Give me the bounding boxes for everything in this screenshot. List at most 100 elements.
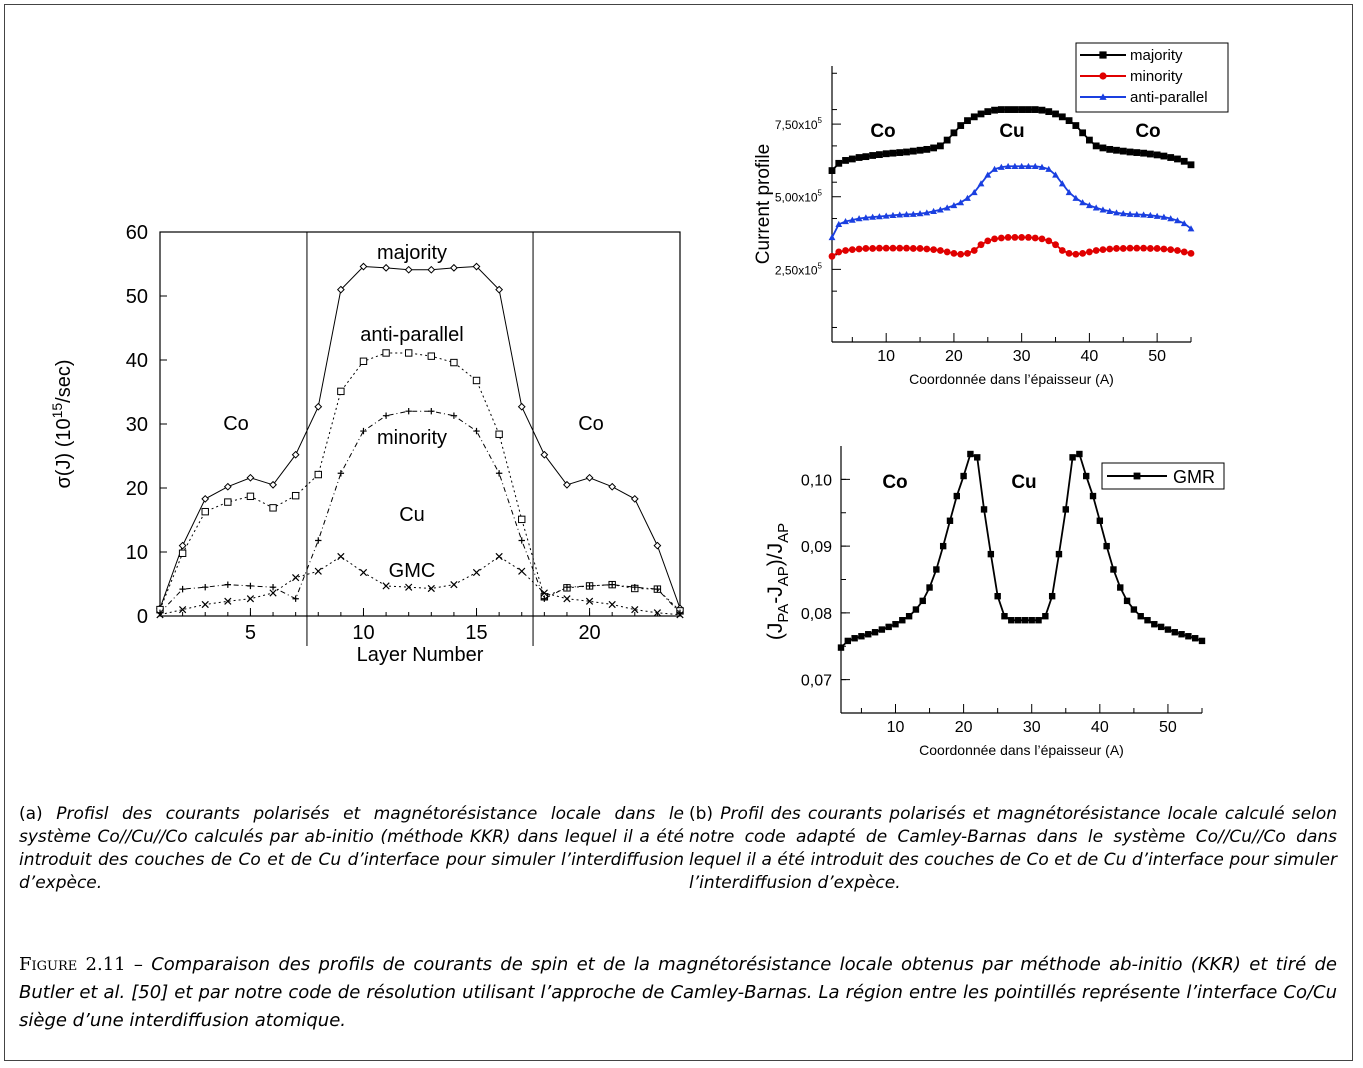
data-point-minority	[903, 244, 910, 252]
data-point-anti-parallel	[828, 234, 836, 241]
y-tick-label: 5,00x105	[775, 189, 823, 205]
data-point-majority	[1126, 148, 1134, 156]
data-point-majority	[1187, 161, 1195, 169]
data-point-majority	[964, 117, 971, 125]
data-point-anti-parallel	[1052, 171, 1059, 178]
y-tick-label: 0,08	[801, 606, 832, 623]
data-point-majority	[653, 541, 662, 550]
x-tick-label: 10	[887, 719, 905, 736]
region-label: Co	[1135, 121, 1160, 142]
data-point-minority	[1058, 247, 1066, 254]
data-point-minority	[1085, 248, 1093, 256]
data-point-majority	[1011, 106, 1019, 113]
data-point-majority	[1052, 110, 1059, 118]
data-point-majority	[1140, 149, 1147, 157]
data-point-anti-parallel	[472, 376, 481, 385]
subcaption-b: (b) Profil des courants polarisés et mag…	[689, 803, 1337, 895]
data-point-majority	[1174, 155, 1181, 163]
data-point-majority	[896, 149, 904, 156]
data-point-GMC	[450, 581, 458, 589]
data-point-GMR	[1069, 454, 1076, 461]
legend-label-GMR: GMR	[1173, 467, 1215, 487]
data-point-minority	[984, 237, 992, 245]
data-point-anti-parallel	[224, 498, 232, 506]
data-point-minority	[1045, 237, 1053, 245]
data-point-majority	[869, 152, 877, 159]
data-point-minority	[518, 537, 525, 544]
data-point-GMR	[878, 626, 886, 633]
y-tick-label: 60	[126, 222, 148, 244]
x-tick-label: 15	[465, 622, 487, 644]
data-point-anti-parallel	[1140, 211, 1147, 218]
data-point-majority	[201, 494, 210, 503]
data-point-anti-parallel	[1058, 180, 1066, 187]
data-point-GMR	[1055, 550, 1063, 558]
data-point-minority	[889, 244, 897, 252]
data-point-anti-parallel	[1065, 188, 1073, 196]
region-label: Co	[578, 413, 604, 435]
data-point-minority	[1011, 234, 1019, 241]
data-point-GMR	[1014, 617, 1022, 624]
data-point-minority	[991, 235, 998, 243]
y-tick-label: 30	[126, 414, 148, 436]
region-label: Co	[870, 121, 895, 142]
x-tick-label: 50	[1159, 719, 1177, 736]
data-point-GMR	[844, 637, 852, 645]
data-point-anti-parallel	[1004, 162, 1012, 169]
y-tick-label: 10	[126, 542, 148, 564]
data-point-majority	[835, 159, 843, 167]
data-point-majority	[1113, 146, 1120, 154]
data-point-GMC	[269, 589, 277, 597]
data-point-GMR	[1028, 617, 1035, 624]
data-point-GMC	[178, 605, 187, 614]
data-point-anti-parallel	[1092, 204, 1100, 211]
data-point-GMC	[427, 584, 435, 593]
data-point-anti-parallel	[950, 202, 958, 209]
data-point-anti-parallel	[1106, 207, 1114, 214]
data-point-majority	[862, 153, 870, 161]
data-point-GMR	[885, 623, 892, 631]
data-point-minority	[1146, 245, 1154, 252]
data-point-GMR	[1157, 623, 1165, 631]
data-point-anti-parallel	[427, 352, 436, 360]
legend-label-majority: majority	[1130, 47, 1183, 64]
data-point-majority	[943, 136, 951, 144]
figure-frame	[4, 4, 1353, 1061]
data-point-majority	[1045, 108, 1053, 116]
data-point-GMR	[1089, 492, 1097, 500]
data-point-GMR	[858, 633, 865, 640]
data-point-anti-parallel	[943, 204, 951, 211]
data-point-minority	[869, 245, 877, 252]
data-point-minority	[842, 247, 849, 254]
data-point-minority	[654, 585, 661, 593]
data-point-GMR	[1144, 617, 1151, 624]
legend-marker-minority	[1099, 72, 1107, 80]
data-point-minority	[835, 248, 843, 256]
data-point-anti-parallel	[1025, 162, 1032, 169]
region-label: Cu	[1011, 472, 1036, 493]
data-point-anti-parallel	[382, 349, 390, 357]
data-point-anti-parallel	[916, 210, 924, 217]
data-point-majority	[246, 473, 255, 482]
data-point-minority	[586, 582, 593, 590]
data-point-anti-parallel	[1126, 210, 1134, 217]
data-point-majority	[1133, 149, 1141, 156]
data-point-anti-parallel	[518, 515, 526, 524]
region-label: Co	[882, 472, 907, 493]
x-tick-label: 20	[945, 348, 963, 365]
legend-marker-anti-parallel	[1099, 93, 1107, 100]
region-label: Cu	[999, 121, 1024, 142]
data-point-GMC	[653, 609, 662, 617]
data-point-GMC	[540, 589, 548, 597]
data-point-minority	[916, 245, 924, 252]
data-point-majority	[909, 147, 917, 155]
data-point-GMC	[472, 568, 481, 577]
region-label: Co	[223, 413, 249, 435]
data-point-anti-parallel	[1180, 220, 1188, 227]
data-point-minority	[450, 412, 458, 419]
data-point-minority	[1018, 234, 1026, 241]
data-point-minority	[943, 248, 951, 256]
data-point-GMR	[1048, 592, 1056, 600]
